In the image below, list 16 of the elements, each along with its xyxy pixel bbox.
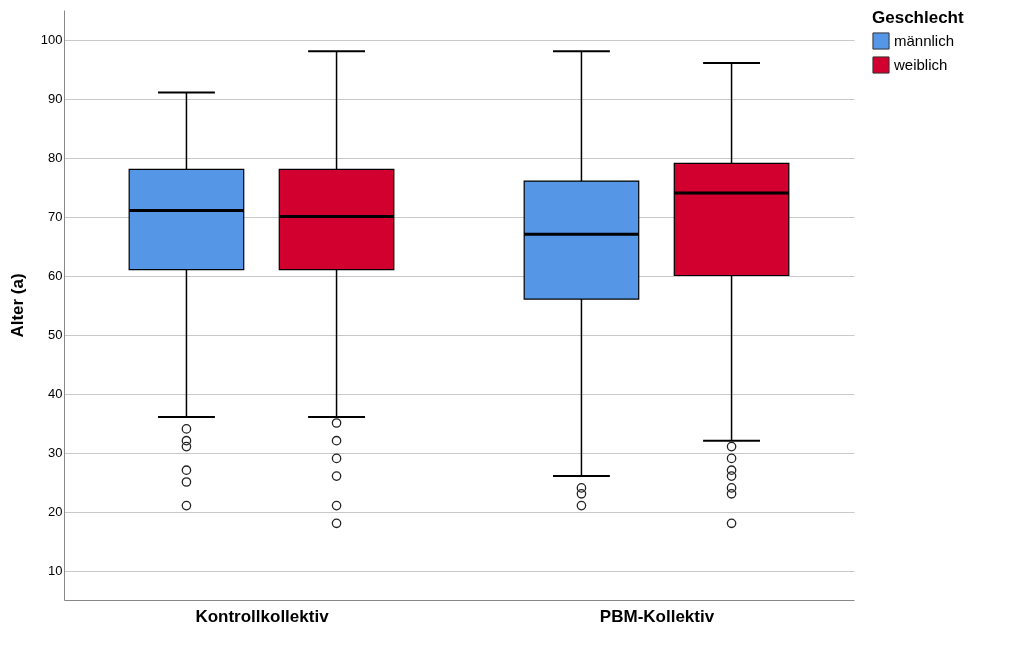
y-tick-label: 60 bbox=[48, 268, 63, 283]
legend-label: männlich bbox=[894, 32, 955, 49]
y-tick-label: 90 bbox=[48, 91, 63, 106]
y-axis-title: Alter (a) bbox=[7, 273, 27, 338]
y-tick-label: 20 bbox=[48, 504, 63, 519]
y-tick-label: 100 bbox=[40, 32, 63, 47]
legend-title: Geschlecht bbox=[872, 8, 964, 27]
y-tick-label: 30 bbox=[48, 445, 63, 460]
y-tick-label: 80 bbox=[48, 150, 63, 165]
x-tick-label: PBM-Kollektiv bbox=[599, 606, 715, 626]
y-tick-label: 50 bbox=[48, 327, 63, 342]
legend-label: weiblich bbox=[893, 56, 948, 73]
y-tick-label: 40 bbox=[48, 386, 63, 401]
y-tick-label: 10 bbox=[48, 563, 63, 578]
x-tick-label: Kontrollkollektiv bbox=[195, 606, 330, 626]
y-tick-label: 70 bbox=[48, 209, 63, 224]
